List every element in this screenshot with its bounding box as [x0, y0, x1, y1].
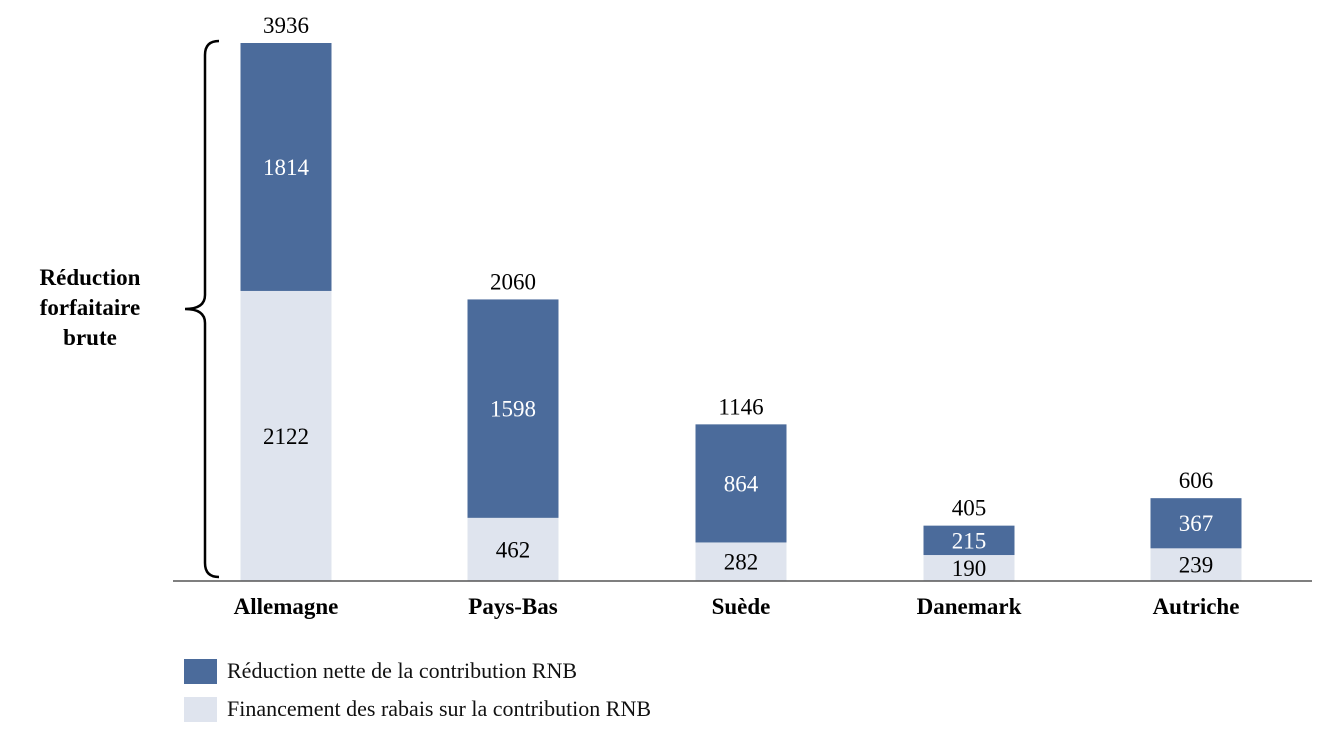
- legend-label-net-reduction: Réduction nette de la contribution RNB: [227, 658, 578, 683]
- bar-financing-suede: [695, 542, 787, 581]
- legend-label-financing: Financement des rabais sur la contributi…: [227, 696, 652, 721]
- bar-financing-allemagne: [240, 290, 332, 581]
- total-label-danemark: 405: [952, 496, 987, 521]
- bar-financing-pays-bas: [467, 517, 559, 581]
- legend-swatch-net-reduction: [184, 658, 217, 684]
- total-label-suede: 1146: [718, 394, 763, 419]
- data-label-financing-suede: 282: [724, 550, 759, 575]
- data-label-net-reduction-pays-bas: 1598: [490, 397, 536, 422]
- bracket-icon: [184, 39, 220, 579]
- bar-net-reduction-suede: [695, 424, 787, 543]
- data-label-net-reduction-allemagne: 1814: [263, 155, 310, 180]
- bar-net-reduction-allemagne: [240, 43, 332, 291]
- data-label-net-reduction-autriche: 367: [1179, 511, 1214, 536]
- data-label-financing-autriche: 239: [1179, 553, 1214, 578]
- bar-net-reduction-pays-bas: [467, 299, 559, 518]
- category-label-suede: Suède: [712, 594, 771, 619]
- bar-financing-autriche: [1150, 548, 1242, 581]
- data-label-net-reduction-danemark: 215: [952, 528, 987, 553]
- total-label-pays-bas: 2060: [490, 269, 536, 294]
- data-label-financing-allemagne: 2122: [263, 424, 309, 449]
- bracket-label-line-1: Réduction: [39, 265, 141, 290]
- category-label-pays-bas: Pays-Bas: [468, 594, 558, 619]
- category-label-autriche: Autriche: [1153, 594, 1240, 619]
- legend-item-financing: Financement des rabais sur la contributi…: [184, 690, 651, 728]
- legend: Réduction nette de la contribution RNB F…: [184, 652, 651, 728]
- bar-net-reduction-autriche: [1150, 498, 1242, 549]
- bracket-label-line-3: brute: [63, 325, 117, 350]
- bracket-label: Réduction forfaitaire brute: [10, 263, 170, 353]
- category-label-allemagne: Allemagne: [234, 594, 339, 619]
- total-label-autriche: 606: [1179, 468, 1214, 493]
- legend-swatch-financing: [184, 696, 217, 722]
- data-label-financing-pays-bas: 462: [496, 537, 531, 562]
- data-label-net-reduction-suede: 864: [724, 471, 759, 496]
- total-label-allemagne: 3936: [263, 13, 309, 38]
- bracket-label-line-2: forfaitaire: [39, 295, 141, 320]
- data-label-financing-danemark: 190: [952, 556, 987, 581]
- bar-financing-danemark: [923, 555, 1015, 581]
- bar-net-reduction-danemark: [923, 525, 1015, 556]
- category-label-danemark: Danemark: [917, 594, 1022, 619]
- legend-item-net-reduction: Réduction nette de la contribution RNB: [184, 652, 651, 690]
